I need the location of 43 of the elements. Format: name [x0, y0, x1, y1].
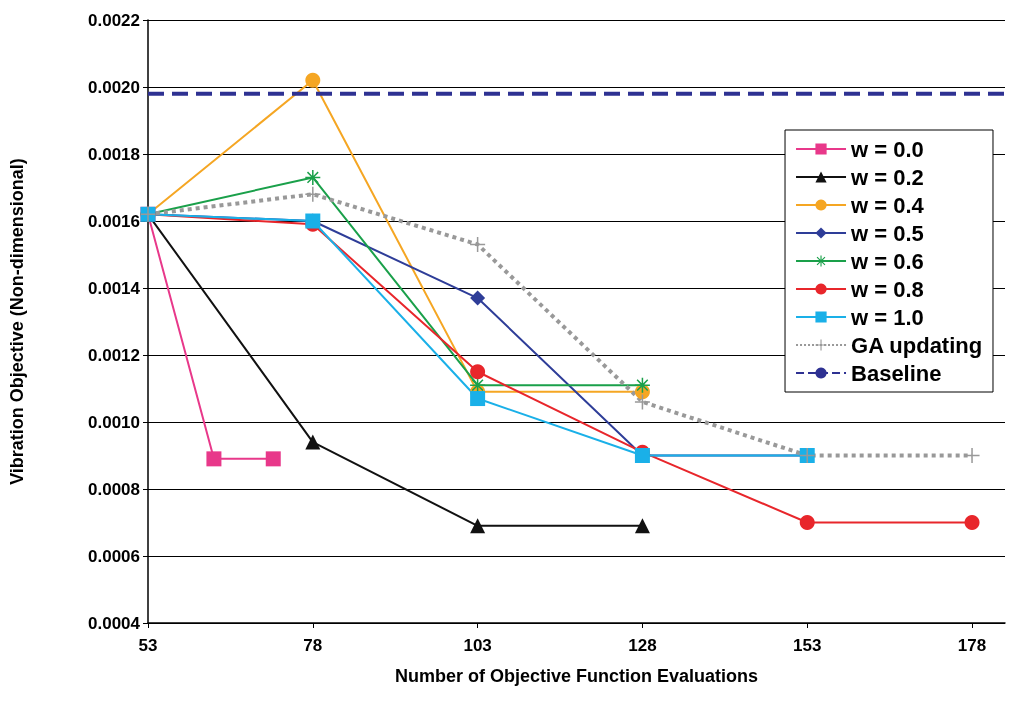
- y-tick-label: 0.0006: [88, 546, 140, 566]
- point: [265, 451, 281, 467]
- legend-label: GA updating: [851, 332, 983, 358]
- y-tick-label: 0.0020: [88, 77, 140, 97]
- y-tick-label: 0.0018: [88, 144, 140, 164]
- point: [634, 518, 650, 534]
- point: [305, 169, 321, 185]
- point: [470, 290, 486, 306]
- y-tick-label: 0.0008: [88, 479, 140, 499]
- y-tick-label: 0.0016: [88, 211, 140, 231]
- x-tick-label: 153: [793, 636, 822, 655]
- legend-label: w = 0.0: [850, 136, 924, 162]
- legend-label: w = 0.5: [850, 220, 924, 246]
- point: [470, 391, 486, 407]
- legend-label: w = 0.6: [850, 248, 924, 274]
- legend-label: w = 0.4: [850, 192, 925, 218]
- point: [206, 451, 222, 467]
- y-tick-label: 0.0004: [88, 613, 141, 633]
- point: [634, 377, 650, 393]
- legend-label: w = 0.2: [850, 164, 924, 190]
- x-tick-label: 78: [303, 636, 323, 655]
- point: [964, 515, 980, 530]
- y-tick-label: 0.0022: [88, 10, 140, 30]
- point: [470, 364, 486, 380]
- point: [799, 515, 815, 530]
- x-tick-label: 53: [138, 636, 158, 655]
- point: [305, 72, 321, 88]
- point: [305, 186, 321, 202]
- y-tick-label: 0.0010: [88, 412, 140, 432]
- x-tick-label: 178: [957, 636, 987, 655]
- point: [470, 518, 486, 534]
- point: [634, 394, 650, 410]
- x-tick-label: 128: [628, 636, 657, 655]
- legend-label: w = 1.0: [850, 304, 924, 330]
- legend-label: Baseline: [851, 360, 942, 386]
- point: [470, 377, 486, 393]
- legend-label: w = 0.8: [850, 276, 924, 302]
- y-tick-label: 0.0012: [88, 345, 140, 365]
- y-tick-label: 0.0014: [88, 278, 141, 298]
- x-tick-label: 103: [463, 636, 492, 655]
- y-axis-title: Vibration Objective (Non-dimensional): [7, 158, 27, 485]
- x-axis-title: Number of Objective Function Evaluations: [394, 666, 759, 686]
- point: [305, 434, 321, 450]
